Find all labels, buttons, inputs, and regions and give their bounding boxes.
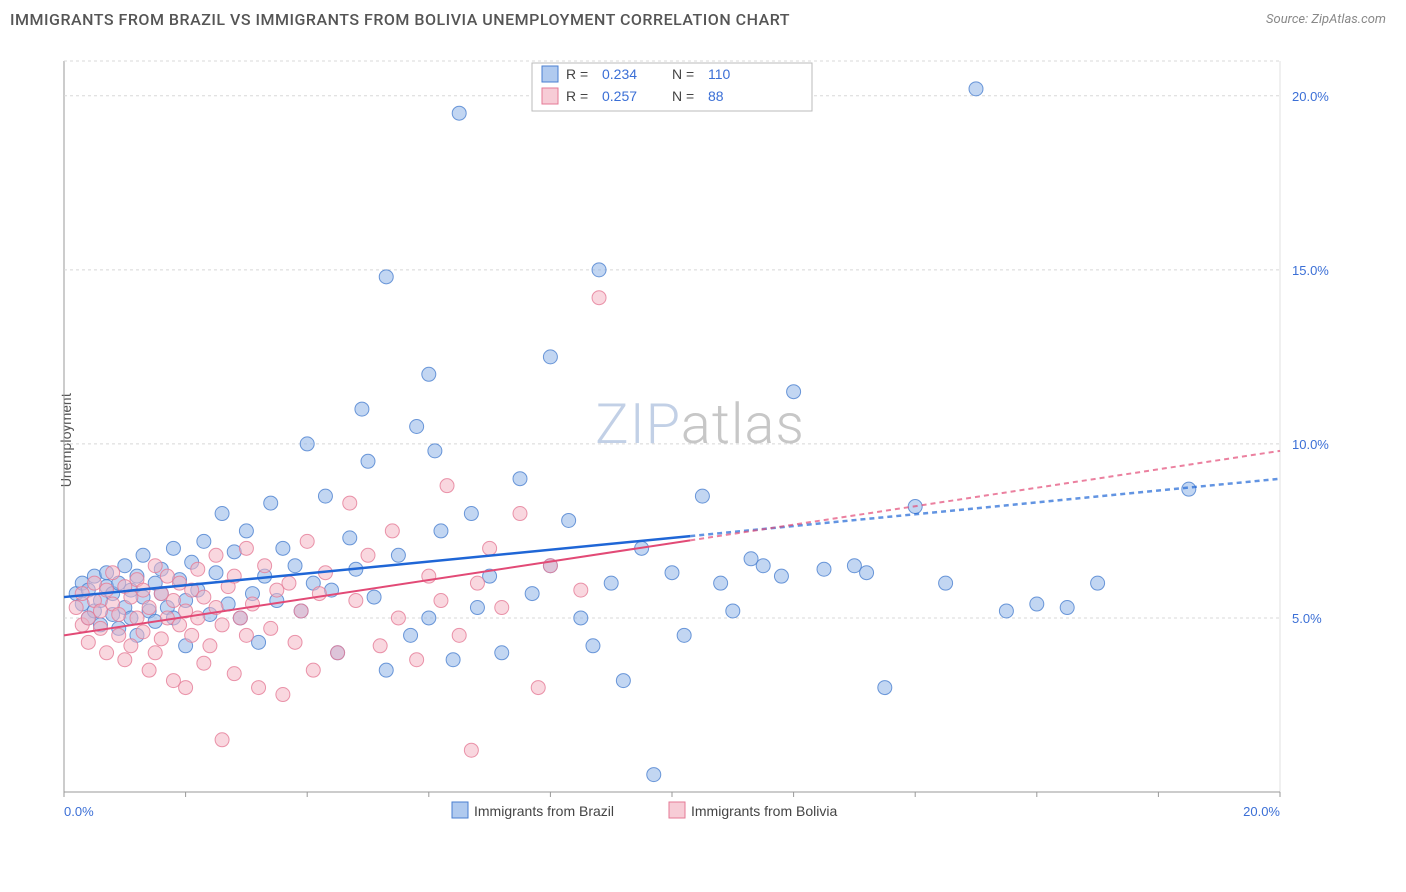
- svg-text:R =: R =: [566, 88, 588, 104]
- series-bolivia: [69, 291, 606, 758]
- legend-series: Immigrants from Brazil Immigrants from Bo…: [452, 802, 837, 819]
- legend-label-brazil: Immigrants from Brazil: [474, 803, 614, 819]
- source-attribution: Source: ZipAtlas.com: [1266, 12, 1386, 27]
- x-tick-label: 20.0%: [1243, 804, 1280, 819]
- svg-text:R =: R =: [566, 66, 588, 82]
- chart-area: Unemployment 5.0%10.0%15.0%20.0%0.0%20.0…: [50, 50, 1350, 830]
- svg-text:N =: N =: [672, 88, 694, 104]
- legend-stats: R = 0.234 N = 110 R = 0.257 N = 88: [532, 63, 812, 111]
- y-tick-label: 15.0%: [1292, 263, 1329, 278]
- chart-title: IMMIGRANTS FROM BRAZIL VS IMMIGRANTS FRO…: [10, 10, 790, 29]
- y-tick-label: 5.0%: [1292, 611, 1322, 626]
- y-tick-label: 20.0%: [1292, 89, 1329, 104]
- header: IMMIGRANTS FROM BRAZIL VS IMMIGRANTS FRO…: [0, 0, 1406, 37]
- svg-text:0.234: 0.234: [602, 66, 637, 82]
- x-tick-label: 0.0%: [64, 804, 94, 819]
- legend-label-bolivia: Immigrants from Bolivia: [691, 803, 837, 819]
- scatter-plot: 5.0% 10.0% 15.0% 20.0% 0.0% 20.0% R = 0.234 N = 1…: [60, 55, 1350, 830]
- svg-text:88: 88: [708, 88, 724, 104]
- y-tick-label: 10.0%: [1292, 437, 1329, 452]
- svg-text:N =: N =: [672, 66, 694, 82]
- svg-text:110: 110: [708, 66, 731, 82]
- svg-text:0.257: 0.257: [602, 88, 637, 104]
